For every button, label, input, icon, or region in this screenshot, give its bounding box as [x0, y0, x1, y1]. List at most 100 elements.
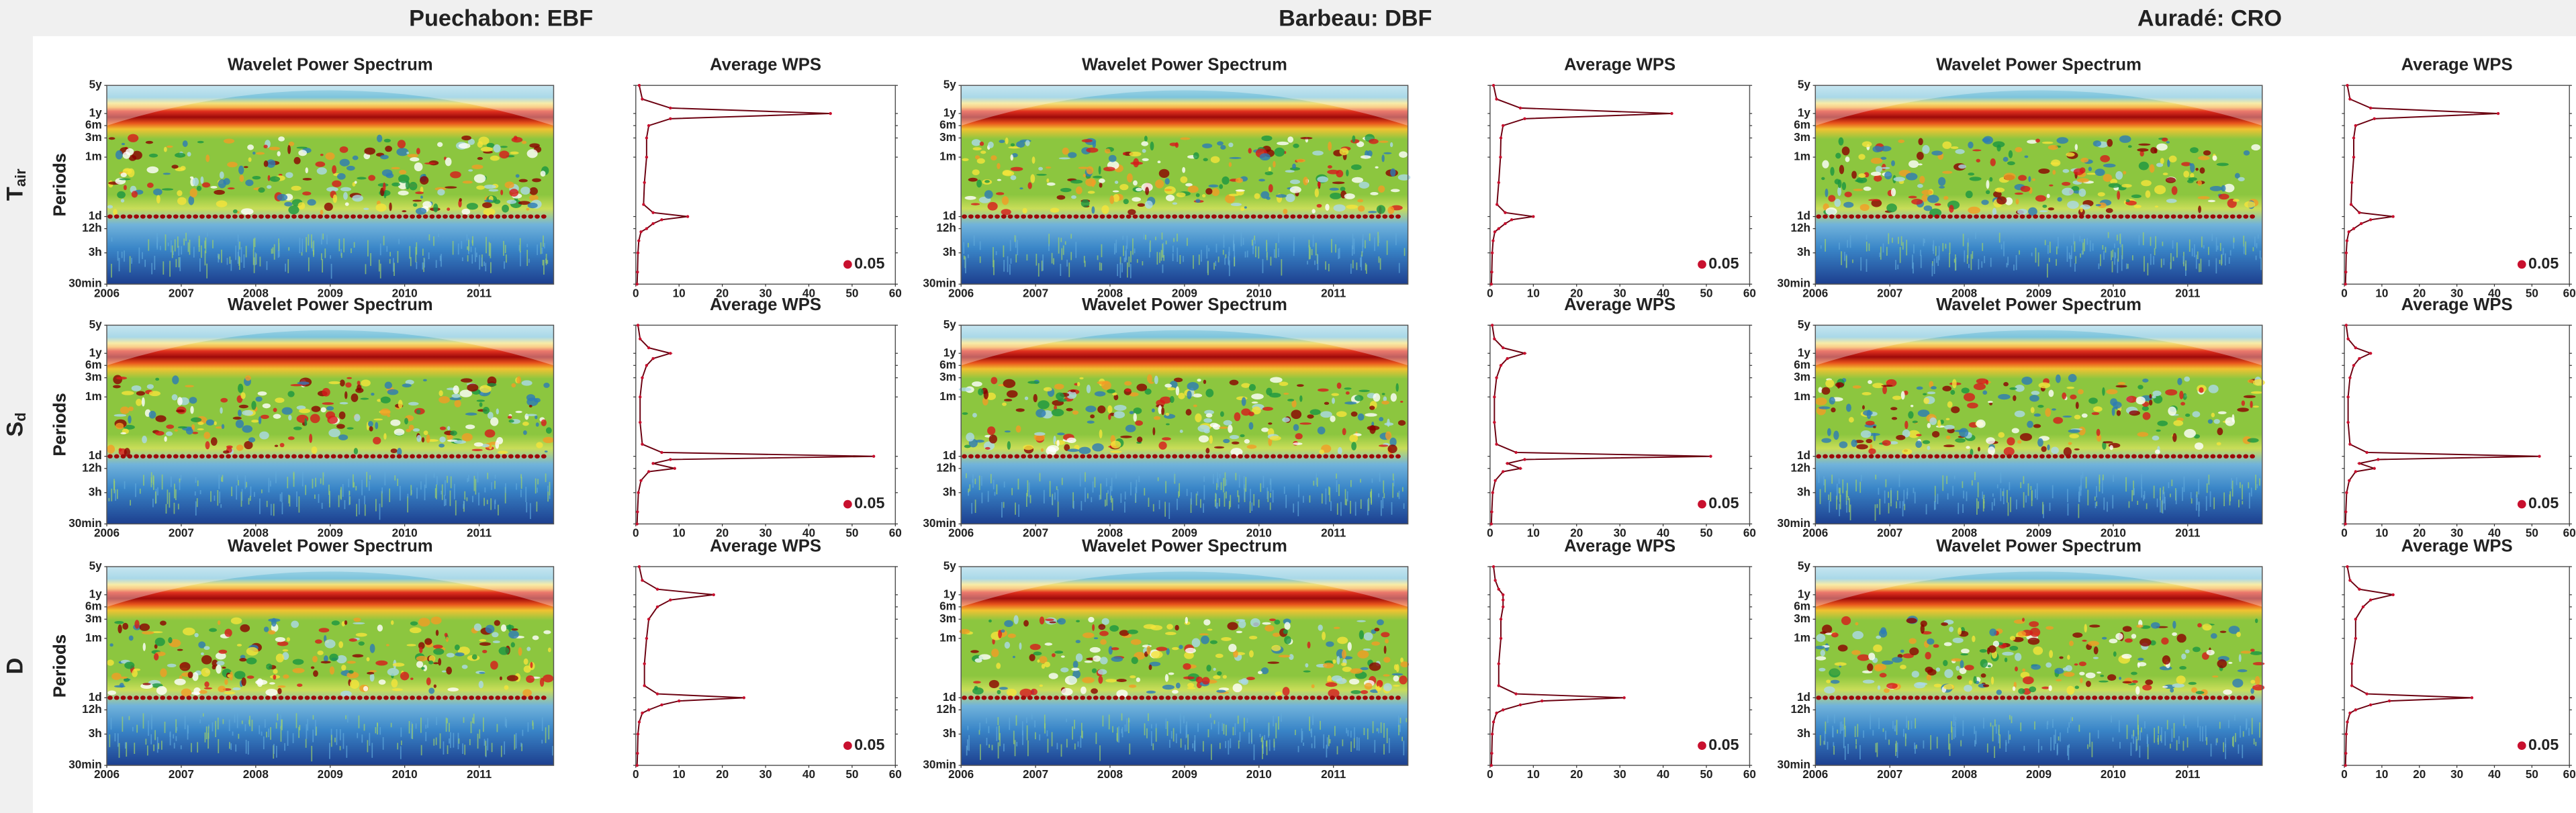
spectrum-texture [1314, 735, 1316, 749]
spectrum-texture [1185, 454, 1191, 459]
spectrum-texture [1821, 438, 1832, 443]
spectrum-texture [1208, 248, 1210, 252]
spectrum-texture [1827, 428, 1831, 436]
spectrum-texture [1951, 406, 1960, 414]
spectrum-texture [370, 454, 376, 459]
x-tick-label: 20 [1570, 768, 1583, 781]
spectrum-texture [447, 207, 451, 211]
wps-point [647, 708, 651, 712]
spectrum-texture [1391, 673, 1404, 676]
spectrum-texture [240, 624, 250, 632]
spectrum-texture [2252, 405, 2260, 408]
spectrum-texture [1906, 488, 1908, 496]
spectrum-texture [420, 481, 422, 490]
spectrum-texture [1172, 696, 1178, 700]
spectrum-texture [1389, 437, 1397, 446]
spectrum-texture [1099, 454, 1105, 459]
spectrum-texture [1207, 260, 1209, 275]
y-tick-label: 1m [1794, 150, 1810, 163]
spectrum-texture [1135, 487, 1137, 502]
x-tick-label: 2011 [2175, 527, 2201, 540]
spectrum-texture [1346, 204, 1358, 209]
spectrum-texture [1119, 184, 1129, 191]
spectrum-texture [390, 722, 392, 728]
spectrum-texture [174, 239, 176, 252]
spectrum-texture [324, 471, 325, 477]
spectrum-texture [1350, 500, 1351, 514]
spectrum-texture [2248, 492, 2250, 509]
spectrum-texture [435, 629, 439, 636]
spectrum-texture [1010, 258, 1012, 264]
legend-marker [1698, 499, 1706, 509]
spectrum-texture [1093, 454, 1099, 459]
wps-point [639, 395, 642, 399]
spectrum-texture [399, 485, 401, 501]
spectrum-texture [974, 499, 976, 514]
spectrum-texture [2217, 411, 2227, 414]
spectrum-texture [2197, 251, 2199, 260]
spectrum-texture [212, 454, 218, 459]
spectrum-texture [469, 454, 475, 459]
spectrum-texture [255, 396, 263, 402]
spectrum-texture [1142, 158, 1149, 162]
spectrum-texture [968, 488, 970, 493]
spectrum-texture [996, 726, 998, 741]
spectrum-texture [1363, 648, 1371, 651]
spectrum-texture [2260, 257, 2262, 271]
y-tick-label: 3m [85, 371, 102, 383]
spectrum-texture [521, 696, 527, 700]
spectrum-texture [222, 475, 224, 482]
spectrum-texture [316, 726, 317, 736]
spectrum-texture [201, 655, 212, 665]
spectrum-texture [2119, 135, 2131, 143]
x-tick-label: 2009 [1172, 768, 1197, 781]
spectrum-texture [495, 440, 500, 449]
spectrum-texture [200, 652, 204, 656]
spectrum-texture [408, 720, 410, 734]
spectrum-texture [1113, 194, 1119, 202]
legend-label: 0.05 [1708, 736, 1739, 753]
spectrum-texture [237, 383, 244, 393]
spectrum-texture [375, 203, 387, 212]
spectrum-texture [535, 696, 540, 700]
wps-point [1497, 587, 1500, 591]
spectrum-texture [1369, 454, 1375, 459]
spectrum-texture [245, 696, 251, 700]
spectrum-texture [504, 261, 505, 269]
spectrum-texture [2165, 177, 2176, 183]
spectrum-texture [1330, 454, 1335, 459]
spectrum-texture [2162, 241, 2164, 246]
spectrum-texture [302, 238, 304, 252]
spectrum-texture [508, 630, 519, 639]
spectrum-texture [1968, 141, 1974, 149]
spectrum-texture [111, 488, 113, 501]
spectrum-texture [472, 717, 473, 724]
spectrum-texture [1178, 392, 1185, 399]
spectrum-texture [124, 661, 135, 669]
spectrum-texture [2213, 497, 2215, 510]
spectrum-texture [455, 214, 461, 219]
spectrum-texture [1250, 489, 1251, 503]
subplot-title: Average WPS [1564, 536, 1675, 555]
spectrum-texture [1207, 628, 1213, 631]
spectrum-texture [205, 154, 210, 162]
spectrum-texture [1317, 181, 1321, 188]
spectrum-texture [1238, 679, 1247, 684]
spectrum-image [107, 85, 554, 285]
spectrum-texture [2067, 503, 2069, 516]
spectrum-texture [1057, 618, 1066, 625]
spectrum-texture [432, 644, 443, 649]
spectrum-texture [383, 182, 386, 192]
spectrum-texture [2152, 435, 2160, 441]
spectrum-texture [2099, 454, 2104, 459]
spectrum-texture [461, 433, 473, 442]
spectrum-texture [1144, 136, 1148, 142]
spectrum-texture [1931, 150, 1943, 156]
spectrum-texture [369, 644, 375, 653]
spectrum-texture [2045, 214, 2052, 219]
spectrum-texture [1837, 179, 1842, 189]
spectrum-texture [219, 171, 224, 179]
spectrum-texture [2019, 454, 2025, 459]
spectrum-texture [1239, 732, 1241, 742]
spectrum-texture [1145, 187, 1150, 195]
